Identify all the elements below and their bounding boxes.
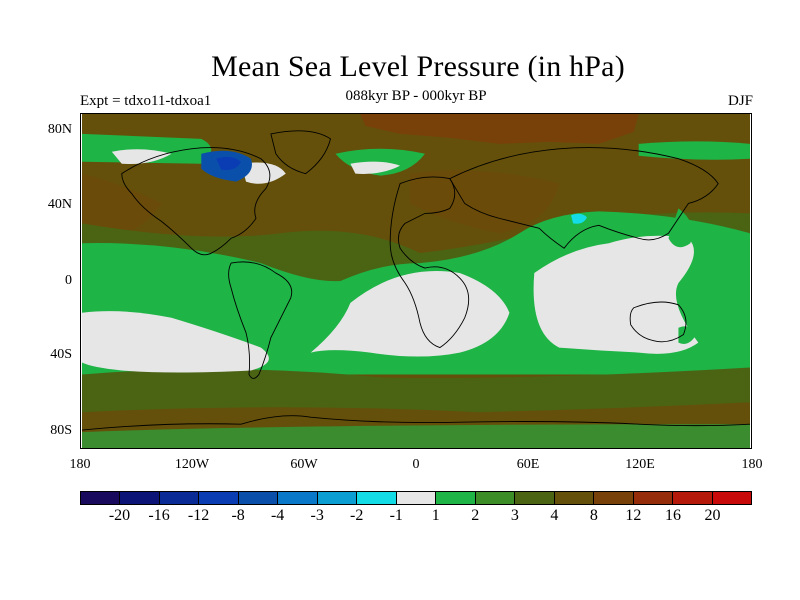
- lon-label-120w: 120W: [174, 457, 210, 472]
- field-gray-arctic-2: [350, 161, 401, 174]
- field-gray-indian-ocean: [533, 235, 699, 354]
- colorbar-label-10: 3: [510, 507, 519, 524]
- coastlines: [81, 130, 751, 431]
- colorbar-label-14: 16: [664, 507, 681, 524]
- colorbar-swatch-9: [436, 492, 476, 504]
- colorbar-label-0: -20: [108, 507, 131, 524]
- field-green-arctic-west: [82, 133, 212, 164]
- colorbar-swatch-0: [81, 492, 121, 504]
- field-rust-arctic: [360, 114, 639, 144]
- colorbar-swatch-7: [357, 492, 397, 504]
- colorbar-label-9: 2: [471, 507, 480, 524]
- field-gray-greenland: [241, 162, 286, 184]
- lat-label-80n: 80N: [47, 122, 72, 137]
- colorbar-label-4: -4: [270, 507, 285, 524]
- colorbar-label-12: 8: [589, 507, 598, 524]
- colorbar-label-1: -16: [148, 507, 170, 524]
- field-darkblue-canada: [216, 156, 242, 170]
- colorbar-swatch-15: [673, 492, 713, 504]
- field-green-nz: [678, 326, 697, 345]
- colorbar-label-13: 12: [625, 507, 642, 524]
- colorbar-label-3: -8: [231, 507, 245, 524]
- colorbar-label-15: 20: [704, 507, 721, 524]
- lat-label-40s: 40S: [50, 347, 72, 362]
- experiment-label: Expt = tdxo11-tdxoa1: [80, 93, 212, 109]
- pressure-map: [80, 113, 752, 449]
- colorbar-swatch-2: [159, 492, 200, 504]
- map-title: Mean Sea Level Pressure (in hPa): [211, 50, 625, 83]
- colorbar-swatch-8: [396, 492, 437, 504]
- field-green-antarctic: [82, 424, 750, 448]
- colorbar-swatch-16: [712, 492, 751, 504]
- map-subtitle: 088kyr BP - 000kyr BP: [345, 88, 487, 104]
- colorbar-label-7: -1: [389, 507, 403, 524]
- colorbar-swatch-1: [120, 492, 160, 504]
- lat-label-80s: 80S: [50, 423, 72, 438]
- colorbar-label-11: 4: [550, 507, 559, 524]
- colorbar-label-6: -2: [350, 507, 364, 524]
- lon-label-120e: 120E: [625, 457, 655, 472]
- lon-label-60w: 60W: [290, 457, 318, 472]
- lon-label-180e: 180: [741, 457, 763, 472]
- colorbar-swatch-13: [594, 492, 634, 504]
- lat-label-40n: 40N: [47, 197, 72, 212]
- field-green-se-asia: [668, 208, 693, 248]
- lon-label-180w: 180: [69, 457, 91, 472]
- colorbar: [80, 491, 752, 505]
- map-canvas: [81, 114, 751, 448]
- colorbar-swatch-6: [317, 492, 358, 504]
- field-cyan-tibet: [571, 213, 587, 224]
- field-green-arctic-east: [638, 141, 750, 160]
- lon-label-60e: 60E: [516, 457, 540, 472]
- lon-label-0: 0: [412, 457, 420, 472]
- lat-label-0: 0: [65, 273, 72, 288]
- colorbar-swatch-5: [278, 492, 318, 504]
- colorbar-label-2: -12: [187, 507, 210, 524]
- field-gray-arctic-1: [111, 149, 172, 164]
- colorbar-swatch-10: [475, 492, 516, 504]
- colorbar-swatch-14: [633, 492, 674, 504]
- colorbar-swatch-11: [515, 492, 555, 504]
- colorbar-swatch-3: [199, 492, 239, 504]
- colorbar-label-8: 1: [431, 507, 440, 524]
- colorbar-swatch-12: [554, 492, 595, 504]
- field-gray-south-atlantic: [310, 271, 510, 357]
- colorbar-label-5: -3: [310, 507, 324, 524]
- field-rust-eurasia: [410, 170, 560, 234]
- field-gray-south-pacific: [82, 311, 269, 373]
- season-label: DJF: [727, 93, 753, 109]
- colorbar-swatch-4: [238, 492, 279, 504]
- field-rust-pacific: [82, 173, 162, 244]
